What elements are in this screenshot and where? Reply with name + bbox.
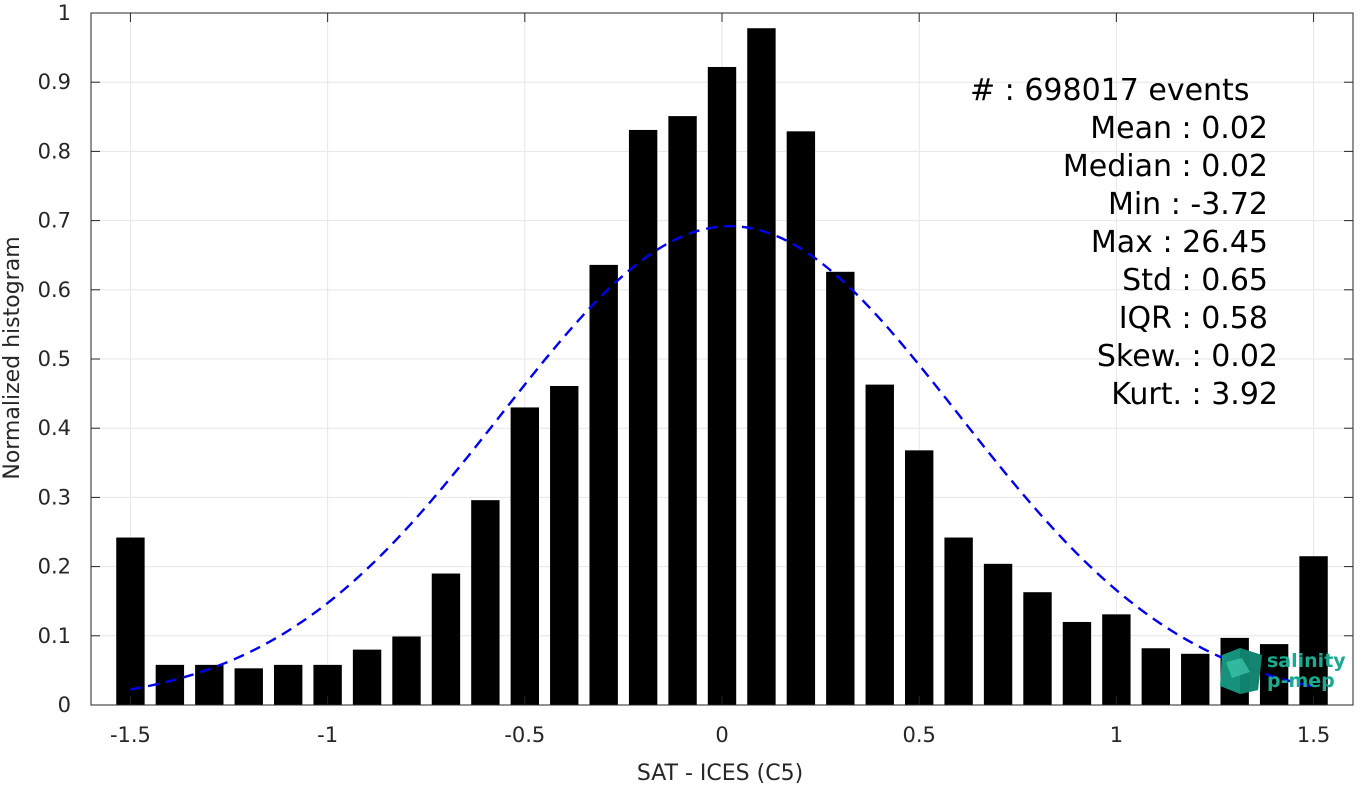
y-tick-label: 0.7 (38, 209, 71, 233)
histogram-bar (1023, 592, 1052, 705)
histogram-bar (865, 384, 894, 705)
x-axis-label: SAT - ICES (C5) (637, 761, 803, 785)
stat-line: IQR : 0.58 (1119, 301, 1268, 336)
histogram-bar (589, 264, 618, 705)
y-axis-ticks: 0 0.1 0.2 0.3 0.4 0.5 0.6 0.7 0.8 0.9 1 (38, 1, 1353, 717)
histogram-bar (431, 573, 461, 705)
histogram-bar (550, 385, 579, 705)
histogram-bar (195, 664, 224, 705)
x-tick-label: 0.5 (902, 723, 935, 747)
x-tick-label: 1 (1110, 723, 1123, 747)
histogram-bar (707, 66, 737, 705)
y-tick-label: 0.2 (38, 555, 71, 579)
x-tick-label: -1.5 (110, 723, 151, 747)
stat-line: Median : 0.02 (1063, 149, 1268, 184)
histogram-bar (1259, 644, 1289, 705)
histogram-bar (273, 664, 303, 705)
histogram-bar (1181, 653, 1210, 705)
y-tick-label: 0.4 (38, 416, 71, 440)
stat-line: Std : 0.65 (1122, 263, 1268, 298)
histogram-bar (747, 28, 776, 706)
normal-fit-curve (130, 224, 1314, 691)
x-axis-ticks: -1.5 -1 -0.5 0 0.5 1 1.5 (110, 13, 1330, 747)
histogram-bar (904, 450, 934, 705)
x-tick-label: -1 (317, 723, 338, 747)
y-tick-label: 0.1 (38, 624, 71, 648)
x-tick-label: -0.5 (504, 723, 545, 747)
salinity-pimep-logo: salinity p-mep (1220, 648, 1346, 694)
histogram-bar (826, 271, 855, 705)
histogram-bar (392, 636, 421, 705)
histogram-bar (352, 649, 382, 705)
histogram-bar (234, 668, 263, 705)
histogram-bar (471, 500, 500, 705)
x-tick-label: 0 (715, 723, 728, 747)
stat-line: Skew. : 0.02 (1097, 339, 1278, 374)
stat-line: Max : 26.45 (1091, 225, 1268, 260)
stat-line: # : 698017 events (970, 73, 1249, 108)
stat-line: Kurt. : 3.92 (1111, 377, 1278, 412)
y-tick-label: 0.8 (38, 139, 71, 163)
y-tick-label: 0.9 (38, 70, 71, 94)
histogram-bar (510, 407, 540, 705)
y-axis-label: Normalized histogram (0, 236, 25, 479)
histogram-bar (786, 131, 816, 705)
x-tick-label: 1.5 (1297, 723, 1330, 747)
histogram-bar (1141, 648, 1171, 705)
histogram-bar (116, 537, 145, 705)
stat-line: Min : -3.72 (1108, 187, 1268, 222)
histogram-bar (983, 563, 1013, 705)
histogram-bar (944, 537, 973, 705)
histogram-bar (1062, 621, 1092, 705)
histogram-bar (155, 664, 185, 705)
stat-line: Mean : 0.02 (1090, 111, 1268, 146)
y-tick-label: 0.3 (38, 485, 71, 509)
histogram-bar (668, 116, 697, 705)
histogram-bar (1299, 556, 1328, 705)
histogram-bar (628, 129, 658, 705)
logo-text-line1: salinity (1267, 650, 1346, 672)
cube-logo-icon (1220, 648, 1262, 694)
y-tick-label: 0.5 (38, 347, 71, 371)
y-tick-label: 0 (58, 693, 71, 717)
y-tick-label: 0.6 (38, 278, 71, 302)
logo-text-line2: p-mep (1267, 670, 1335, 692)
histogram-bar (1102, 614, 1131, 705)
y-tick-label: 1 (58, 1, 71, 25)
bar-series (116, 28, 1328, 706)
